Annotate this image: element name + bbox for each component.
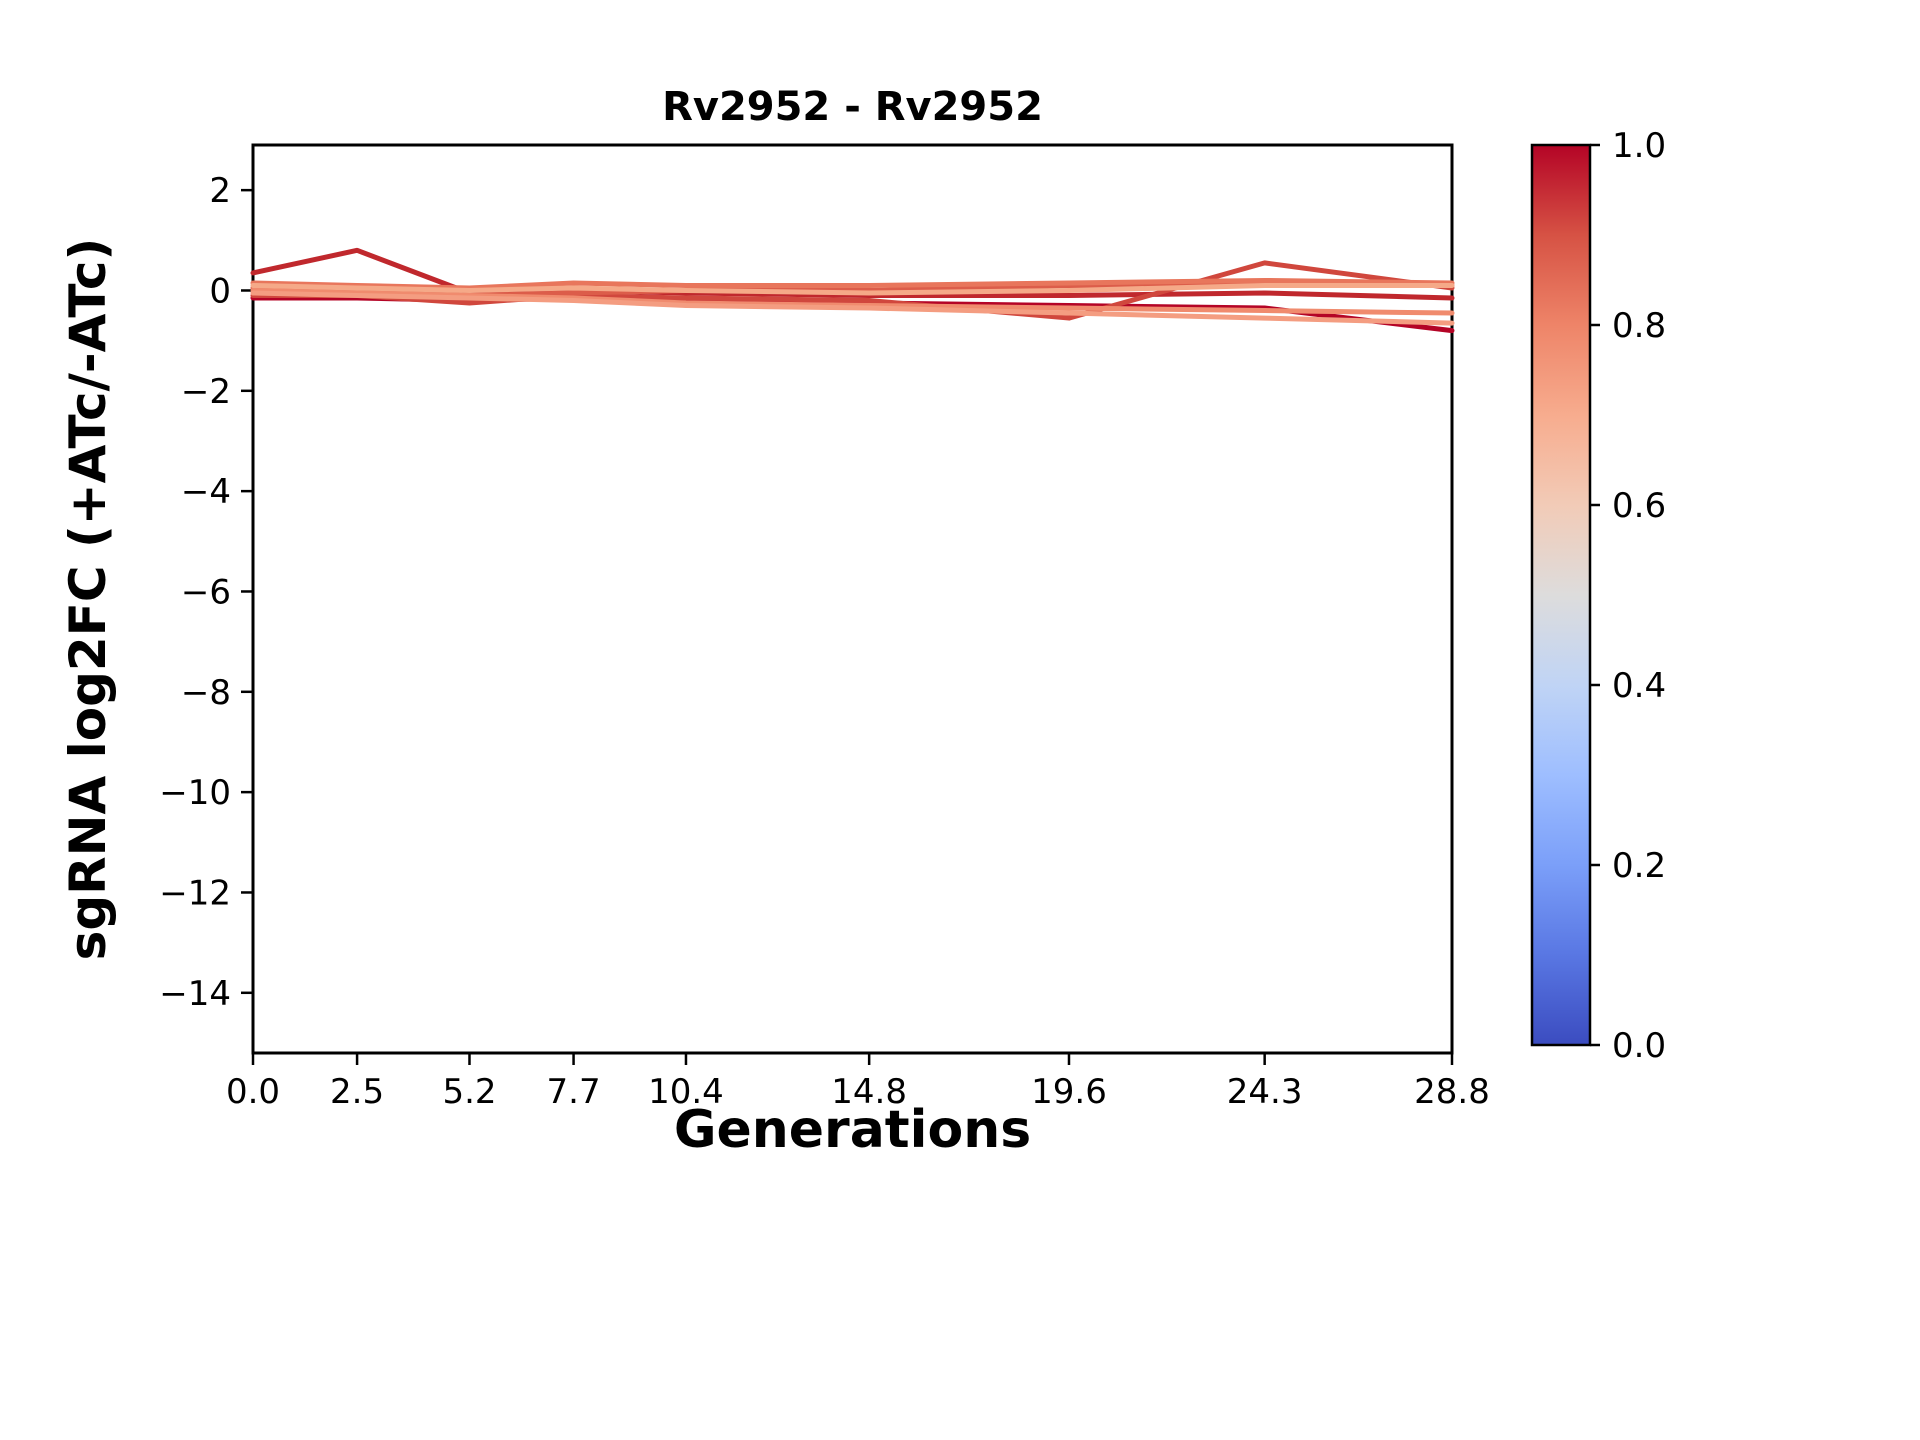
y-tick-label: −2 [181, 372, 231, 412]
x-tick-label: 5.2 [442, 1072, 496, 1112]
x-tick-label: 19.6 [1031, 1072, 1107, 1112]
x-tick-label: 7.7 [547, 1072, 601, 1112]
y-axis-label: sgRNA log2FC (+ATc/-ATc) [59, 237, 117, 961]
series-line-series-7 [250, 290, 1455, 326]
y-tick-label: −4 [181, 472, 231, 512]
colorbar-tick-label: 0.4 [1612, 666, 1666, 706]
x-tick-label: 14.8 [831, 1072, 907, 1112]
x-axis-label: Generations [673, 1100, 1032, 1160]
colorbar-tick-label: 0.2 [1612, 846, 1666, 886]
series-line-series-8 [250, 282, 1455, 296]
y-tick-label: −10 [159, 773, 231, 813]
x-tick-label: 24.3 [1227, 1072, 1303, 1112]
series-line-series-6 [250, 287, 1455, 316]
series-line-series-5 [250, 277, 1455, 291]
colorbar-tick-label: 0.8 [1612, 306, 1666, 346]
colorbar-tick-label: 1.0 [1612, 126, 1666, 166]
y-tick-label: −14 [159, 974, 231, 1014]
y-tick-label: −12 [159, 873, 231, 913]
series-line-series-1 [250, 247, 1455, 301]
x-tick-label: 28.8 [1414, 1072, 1490, 1112]
y-tick-label: −8 [181, 673, 231, 713]
y-tick-label: 0 [209, 271, 231, 311]
y-tick-label: −6 [181, 572, 231, 612]
y-tick-label: 2 [209, 171, 231, 211]
colorbar [1530, 143, 1592, 1047]
colorbar-tick-label: 0.6 [1612, 486, 1666, 526]
x-tick-label: 0.0 [226, 1072, 280, 1112]
x-tick-label: 10.4 [648, 1072, 724, 1112]
chart-title: Rv2952 - Rv2952 [662, 84, 1043, 130]
x-tick-label: 2.5 [330, 1072, 384, 1112]
colorbar-tick-label: 0.0 [1612, 1026, 1666, 1066]
